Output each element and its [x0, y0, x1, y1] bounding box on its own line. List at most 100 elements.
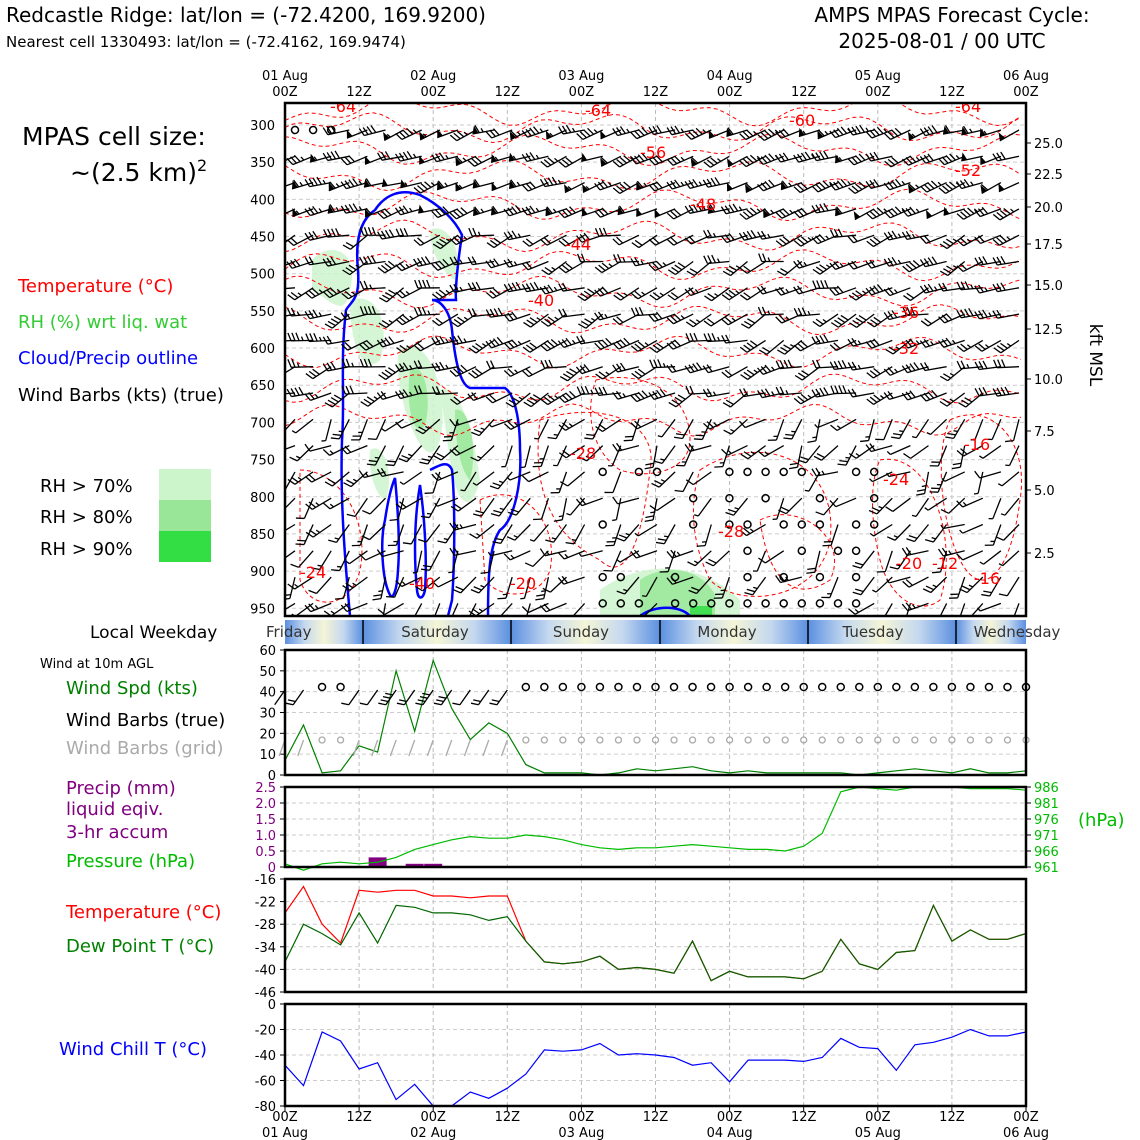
barb-staff [346, 444, 368, 455]
barb-flag [775, 154, 782, 163]
wind-barb [280, 471, 296, 492]
wind-barb [739, 523, 766, 537]
barb-staff [437, 497, 459, 507]
wind-barb [830, 313, 857, 328]
barb-flag [579, 233, 587, 242]
kft-tick-label: 17.5 [1034, 238, 1063, 253]
barb-flag [659, 388, 667, 397]
calm-circle [725, 520, 734, 529]
barb-flag [779, 360, 785, 369]
wind-barb [851, 546, 861, 556]
barb-half [514, 422, 519, 427]
wind-barb [956, 260, 984, 273]
wind-barb [721, 287, 748, 301]
dewpoint-line [284, 903, 1027, 982]
barb-staff [311, 471, 332, 483]
barb-flag [413, 360, 419, 369]
calm-circle [598, 599, 607, 608]
wind-barb [884, 155, 911, 168]
barb-flag [637, 128, 645, 136]
barb-flag [417, 360, 423, 369]
grid-wind-barb [1003, 736, 1012, 744]
barb-flag [471, 392, 478, 400]
barb-flag [503, 232, 510, 241]
wind-barb [702, 364, 730, 374]
barb-flag [722, 270, 731, 277]
barb-staff [403, 471, 423, 485]
barb-half [280, 489, 284, 492]
barb-flag [977, 208, 985, 216]
wind-barb [668, 392, 694, 408]
surface-wind-barb [836, 682, 845, 692]
top-day-label: 05 Aug [855, 69, 901, 84]
barb-flag [277, 237, 284, 245]
barb-flag [384, 369, 393, 376]
wind-barb [547, 418, 568, 440]
barb-flag [349, 385, 355, 394]
barb-staff [463, 739, 471, 757]
barb-half [300, 156, 305, 161]
barb-flag [449, 418, 456, 427]
wind-barb [449, 546, 477, 556]
barb-flag [944, 125, 951, 134]
barb-half [458, 184, 463, 189]
barb-staff [752, 576, 767, 596]
wind-barb [929, 445, 948, 467]
barb-flag [794, 374, 803, 381]
top-hour-label: 00Z [569, 85, 595, 100]
wind-barb [418, 155, 441, 165]
wind-barb [508, 179, 531, 190]
calm-circle [744, 736, 752, 744]
barb-staff [428, 497, 441, 518]
wind-barb [413, 306, 440, 316]
wind-barb [667, 287, 694, 301]
barb-flag [371, 306, 377, 315]
barb-flag [630, 307, 636, 316]
wind-barb [885, 497, 911, 512]
barb-half [558, 515, 564, 518]
barb-flag [402, 205, 409, 214]
barb-half [386, 133, 391, 138]
wind-barb [434, 497, 459, 507]
barb-flag [323, 502, 331, 510]
wind-barb [424, 471, 441, 494]
wind-barb [688, 576, 712, 595]
wind-barb [937, 547, 965, 557]
barb-staff [835, 129, 857, 139]
barb-staff [962, 497, 984, 508]
barb-flag [815, 152, 821, 161]
barb-flag [449, 336, 455, 345]
barb-flag [673, 155, 681, 163]
wind-barb [522, 366, 549, 378]
barb-flag [358, 128, 365, 136]
barb-flag [474, 156, 483, 164]
rh-region [455, 409, 474, 480]
wind-barb [575, 497, 603, 507]
barb-flag [343, 482, 352, 488]
barb-flag [982, 309, 988, 318]
wind-barb [992, 151, 1020, 162]
barb-staff [389, 739, 397, 757]
barb-flag [616, 236, 624, 244]
barb-flag [757, 390, 763, 398]
barb-half [445, 364, 449, 369]
barb-half [409, 315, 414, 320]
wind-barb [869, 520, 879, 529]
barb-flag [884, 160, 892, 168]
barb-flag [873, 208, 881, 216]
wind-barb [974, 256, 1002, 266]
barb-flag [945, 313, 953, 321]
barb-flag [996, 237, 1004, 244]
wind-barb [970, 419, 984, 441]
barb-half [879, 395, 885, 399]
barb-staff [416, 550, 423, 573]
barb-pennant [817, 130, 824, 139]
barb-flag [424, 492, 434, 494]
barb-flag [345, 582, 354, 589]
barb-half [1010, 208, 1015, 213]
wind-barb [919, 283, 947, 294]
barb-flag [993, 347, 1002, 354]
barb-flag [974, 345, 983, 352]
wind-barb [287, 471, 314, 485]
barb-flag [815, 235, 822, 243]
